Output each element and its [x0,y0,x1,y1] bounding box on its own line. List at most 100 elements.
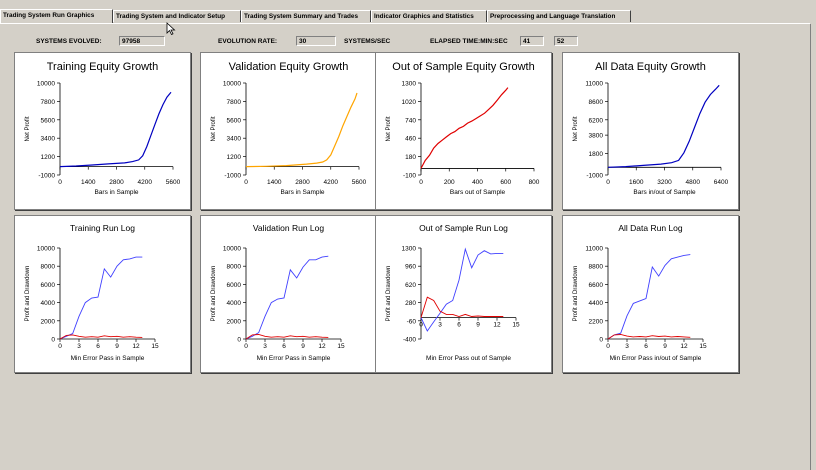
x-tick-label: 12 [680,343,688,350]
x-tick-label: 3 [625,343,629,350]
y-tick-label: 6000 [227,282,242,289]
y-tick-label: 6600 [589,282,604,289]
x-axis-label: Bars in Sample [280,189,324,196]
elapsed-seconds-value: 52 [554,36,578,46]
elapsed-time-label: ELAPSED TIME:MIN:SEC [430,38,508,45]
y-axis-label: Profit and Drawdown [386,266,392,322]
y-tick-label: 4000 [227,300,242,307]
y-tick-label: 7800 [41,99,56,106]
y-axis-label: Net Profit [211,116,217,141]
x-tick-label: 3 [77,343,81,350]
chart-title: Training Run Log [70,223,135,233]
chart-panel: Out of Sample Equity Growth -100 180 460 740… [375,52,552,210]
series-line [420,247,504,332]
y-tick-label: 740 [405,117,416,124]
x-tick-label: 15 [151,343,159,350]
chart-panel: All Data Run Log 0 2200 4400 6600 8800 11000 0 3… [562,215,739,373]
x-tick-label: 4200 [138,179,153,186]
y-tick-label: 460 [405,136,416,143]
chart-title: All Data Run Log [618,223,683,233]
y-tick-label: 2000 [41,318,56,325]
y-tick-label: 1300 [402,246,417,253]
elapsed-minutes-value: 41 [520,36,544,46]
chart-svg: Training Run Log 0 2000 4000 6000 8000 10000 0 3… [25,223,159,362]
y-tick-label: 10000 [37,246,55,253]
x-axis-label: Bars out of Sample [450,189,506,196]
x-tick-label: 4800 [686,179,701,186]
x-tick-label: 9 [663,343,667,350]
x-tick-label: 0 [419,322,423,329]
series-line [245,255,329,340]
y-tick-label: 2200 [589,318,604,325]
x-tick-label: 200 [444,179,455,186]
series-line [59,91,172,168]
evolution-rate-unit: SYSTEMS/SEC [344,38,391,45]
x-tick-label: 3200 [657,179,672,186]
systems-evolved-label: SYSTEMS EVOLVED: [36,38,102,45]
y-tick-label: 10000 [37,81,55,88]
y-tick-label: -60 [407,318,417,325]
series-line [59,334,143,340]
series-line [59,256,143,340]
y-tick-label: 2000 [227,318,242,325]
x-tick-label: 5600 [352,179,367,186]
x-tick-label: 15 [699,343,707,350]
x-tick-label: 1400 [81,179,96,186]
x-axis-label: Min Error Pass out of Sample [426,355,511,362]
x-tick-label: 9 [476,322,480,329]
x-axis-label: Bars in/out of Sample [633,189,696,196]
x-tick-label: 0 [58,343,62,350]
y-tick-label: 280 [405,300,416,307]
y-tick-label: 960 [405,264,416,271]
y-tick-label: 620 [405,282,416,289]
y-axis-label: Profit and Drawdown [573,266,579,322]
tab-trading-system-run-graphics[interactable]: Trading System Run Graphics [0,9,113,23]
chart-panel: Training Equity Growth -1000 1200 3400 5600 7… [14,52,191,210]
x-tick-label: 12 [493,322,501,329]
x-tick-label: 4200 [324,179,339,186]
y-axis-label: Net Profit [386,116,392,141]
tab-preprocessing-and-language-translation[interactable]: Preprocessing and Language Translation [487,10,631,22]
x-tick-label: 3 [263,343,267,350]
x-tick-label: 0 [244,343,248,350]
y-tick-label: -100 [403,173,416,180]
y-tick-label: 4000 [41,300,56,307]
tab-indicator-graphics-and-statistics[interactable]: Indicator Graphics and Statistics [371,10,487,22]
chart-title: All Data Equity Growth [595,61,706,73]
chart-svg: Training Equity Growth -1000 1200 3400 5600 7… [25,61,181,196]
x-tick-label: 6 [96,343,100,350]
x-tick-label: 12 [318,343,326,350]
y-tick-label: 1300 [402,81,417,88]
x-tick-label: 6 [644,343,648,350]
x-tick-label: 5600 [166,179,181,186]
chart-panel: All Data Equity Growth -1000 1800 3800 6200 8… [562,52,739,210]
y-tick-label: 8000 [41,264,56,271]
y-tick-label: 1200 [41,154,56,161]
chart-svg: Validation Run Log 0 2000 4000 6000 8000 10000… [211,223,345,362]
chart-svg: Validation Equity Growth -1000 1200 3400 560… [211,61,367,196]
x-tick-label: 400 [472,179,483,186]
chart-svg: Out of Sample Equity Growth -100 180 460 740… [386,61,540,196]
chart-panel: Training Run Log 0 2000 4000 6000 8000 10000 0 3… [14,215,191,373]
y-tick-label: 4400 [589,300,604,307]
x-tick-label: 9 [301,343,305,350]
x-axis-label: Min Error Pass in Sample [71,355,145,362]
x-axis-label: Bars in Sample [94,189,138,196]
chart-title: Out of Sample Run Log [419,223,508,233]
y-tick-label: 1020 [402,99,417,106]
x-tick-label: 1400 [267,179,282,186]
x-tick-label: 800 [529,179,540,186]
y-tick-label: 10000 [223,246,241,253]
y-tick-label: 0 [237,337,241,344]
x-tick-label: 15 [337,343,345,350]
chart-title: Validation Equity Growth [229,61,349,73]
x-axis-label: Min Error Pass in Sample [257,355,331,362]
y-tick-label: 7800 [227,99,242,106]
tab-trading-system-and-indicator-setup[interactable]: Trading System and Indicator Setup [113,10,241,22]
series-line [607,84,720,168]
x-tick-label: 6 [457,322,461,329]
x-tick-label: 0 [58,179,62,186]
tab-trading-system-summary-and-trades[interactable]: Trading System Summary and Trades [241,10,371,22]
y-axis-label: Net Profit [25,116,31,141]
y-tick-label: -400 [403,337,416,344]
